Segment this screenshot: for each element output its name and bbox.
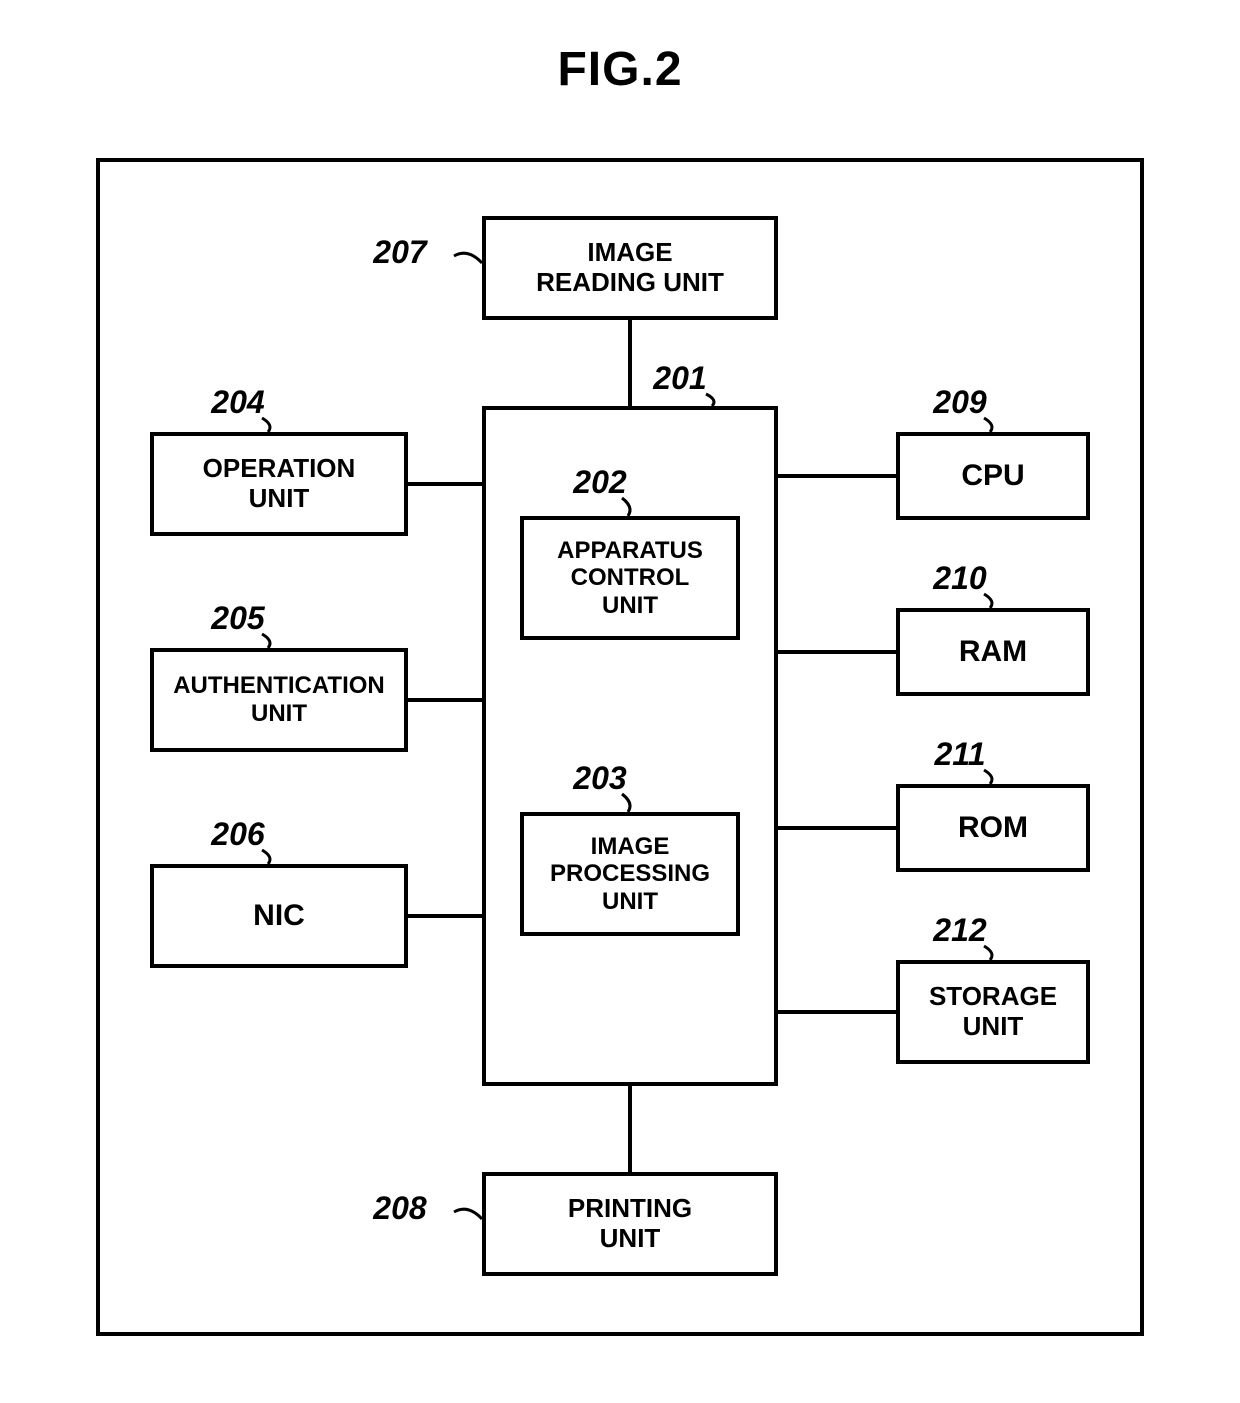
label-authentication: AUTHENTICATIONUNIT xyxy=(173,672,385,727)
block-nic: NIC xyxy=(150,864,408,968)
ref-203: 203 xyxy=(560,760,640,797)
block-cpu: CPU xyxy=(896,432,1090,520)
label-printing: PRINTINGUNIT xyxy=(568,1194,692,1254)
ref-201: 201 xyxy=(640,360,720,397)
ref-208: 208 xyxy=(360,1190,440,1227)
label-nic: NIC xyxy=(253,899,305,934)
label-apparatus-control: APPARATUSCONTROLUNIT xyxy=(557,537,703,620)
ref-204: 204 xyxy=(198,384,278,421)
label-operation: OPERATIONUNIT xyxy=(203,454,356,514)
block-ram: RAM xyxy=(896,608,1090,696)
block-image-processing: IMAGEPROCESSINGUNIT xyxy=(520,812,740,936)
block-rom: ROM xyxy=(896,784,1090,872)
ref-205: 205 xyxy=(198,600,278,637)
label-cpu: CPU xyxy=(961,459,1024,494)
ref-206: 206 xyxy=(198,816,278,853)
ref-211: 211 xyxy=(920,736,1000,773)
block-image-reading: IMAGEREADING UNIT xyxy=(482,216,778,320)
block-central xyxy=(482,406,778,1086)
figure-title: FIG.2 xyxy=(520,42,720,97)
ref-202: 202 xyxy=(560,464,640,501)
label-image-processing: IMAGEPROCESSINGUNIT xyxy=(550,833,710,916)
block-storage: STORAGEUNIT xyxy=(896,960,1090,1064)
label-ram: RAM xyxy=(959,635,1027,670)
label-rom: ROM xyxy=(958,811,1028,846)
label-storage: STORAGEUNIT xyxy=(929,982,1057,1042)
label-image-reading: IMAGEREADING UNIT xyxy=(536,238,724,298)
ref-207: 207 xyxy=(360,234,440,271)
block-authentication: AUTHENTICATIONUNIT xyxy=(150,648,408,752)
block-operation: OPERATIONUNIT xyxy=(150,432,408,536)
block-printing: PRINTINGUNIT xyxy=(482,1172,778,1276)
block-apparatus-control: APPARATUSCONTROLUNIT xyxy=(520,516,740,640)
ref-210: 210 xyxy=(920,560,1000,597)
ref-209: 209 xyxy=(920,384,1000,421)
ref-212: 212 xyxy=(920,912,1000,949)
